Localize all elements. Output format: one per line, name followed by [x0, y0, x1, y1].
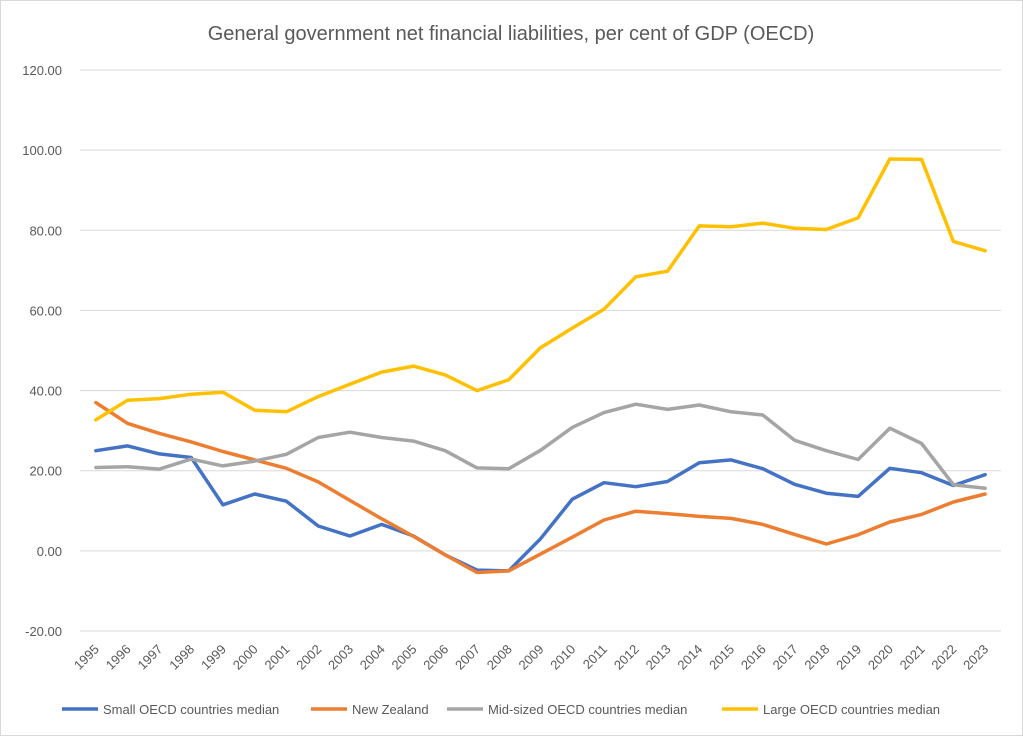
x-tick-label: 2019 [833, 642, 864, 673]
x-tick-label: 1996 [103, 642, 134, 673]
y-tick-label: 40.00 [29, 384, 62, 399]
x-tick-label: 2011 [580, 642, 610, 672]
x-tick-label: 2021 [897, 642, 928, 673]
x-tick-label: 2008 [484, 642, 515, 673]
chart-title: General government net financial liabili… [208, 23, 815, 45]
y-tick-label: 60.00 [29, 303, 62, 318]
series-line-4 [94, 157, 987, 422]
series-line-1 [94, 444, 987, 573]
y-tick-label: 80.00 [29, 223, 62, 238]
x-tick-label: 2007 [452, 642, 483, 673]
x-tick-label: 2012 [611, 642, 642, 673]
x-tick-label: 2018 [801, 642, 832, 673]
x-tick-label: 1998 [166, 642, 197, 673]
legend-label: New Zealand [352, 702, 429, 717]
x-axis-tick-labels: 1995 1996 1997 1998 1999 2000 2001 2002 2003 2004… [71, 642, 991, 673]
x-tick-label: 2014 [674, 642, 705, 673]
legend-label: Large OECD countries median [763, 702, 940, 717]
x-tick-label: 1997 [134, 642, 165, 673]
x-tick-label: 2020 [865, 642, 896, 673]
x-tick-label: 2003 [325, 642, 356, 673]
gridlines [80, 69, 1001, 632]
y-tick-label: 0.00 [37, 544, 62, 559]
x-tick-label: 1995 [71, 642, 102, 673]
x-tick-label: 1999 [198, 642, 229, 673]
x-tick-label: 2000 [230, 642, 261, 673]
y-tick-label: 120.00 [22, 63, 62, 78]
x-tick-label: 2010 [547, 642, 578, 673]
series-lines [94, 157, 987, 575]
x-tick-label: 2004 [357, 642, 388, 673]
y-tick-label: 100.00 [22, 143, 62, 158]
x-tick-label: 2023 [960, 642, 991, 673]
legend-label: Mid-sized OECD countries median [488, 702, 687, 717]
series-line-2 [94, 400, 987, 575]
x-tick-label: 2022 [928, 642, 959, 673]
series-line-3 [94, 402, 987, 491]
y-tick-label: 20.00 [29, 464, 62, 479]
x-tick-label: 2009 [516, 642, 547, 673]
legend: Small OECD countries median New Zealand Mi… [62, 702, 940, 717]
legend-label: Small OECD countries median [103, 702, 279, 717]
x-tick-label: 2017 [770, 642, 801, 673]
y-tick-label: -20.00 [25, 624, 62, 639]
x-tick-label: 2005 [389, 642, 420, 673]
y-axis-tick-labels: -20.00 0.00 20.00 40.00 60.00 80.00 100.00 120.… [22, 63, 62, 639]
x-tick-label: 2002 [293, 642, 324, 673]
x-tick-label: 2001 [261, 642, 292, 673]
x-tick-label: 2013 [643, 642, 674, 673]
x-tick-label: 2015 [706, 642, 737, 673]
x-tick-label: 2016 [738, 642, 769, 673]
x-tick-label: 2006 [420, 642, 451, 673]
